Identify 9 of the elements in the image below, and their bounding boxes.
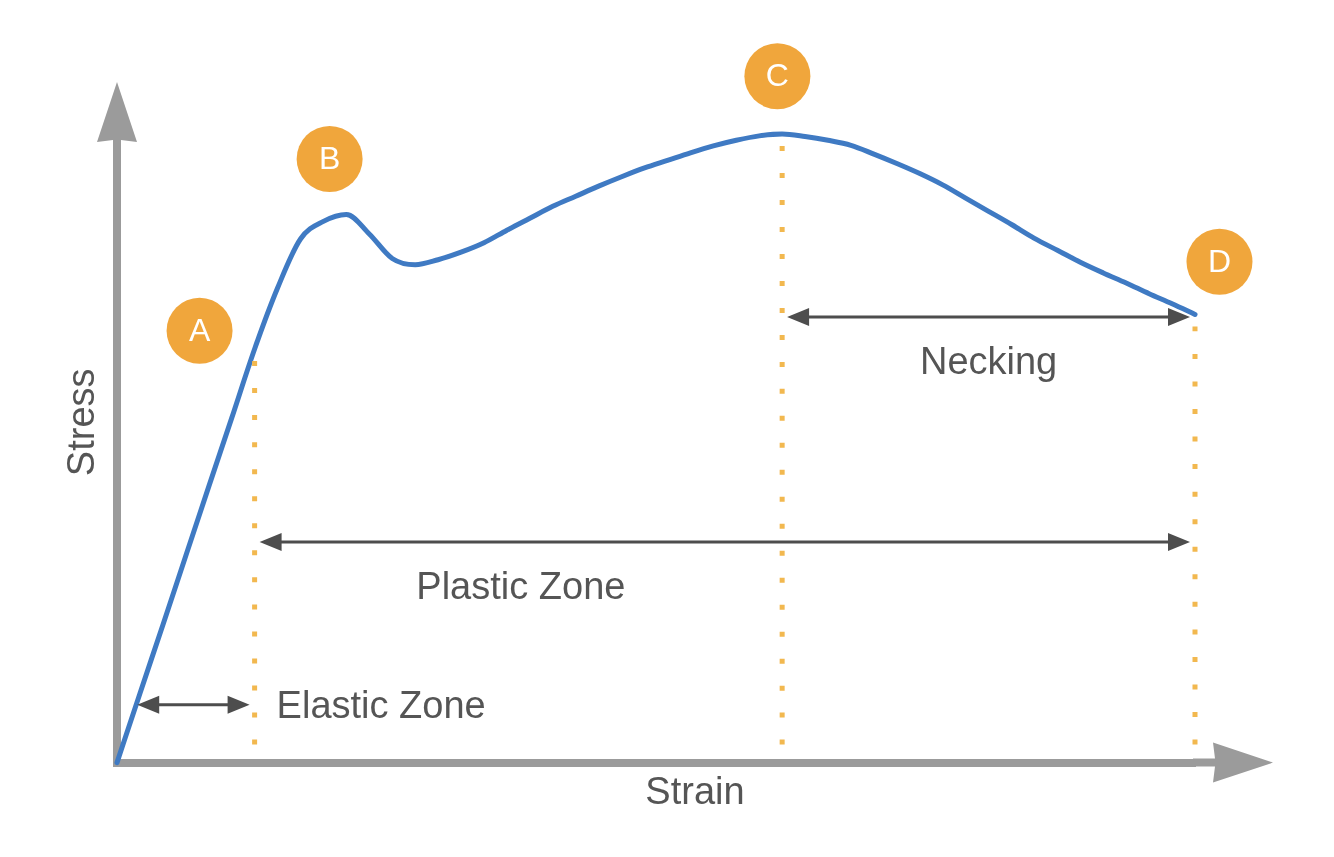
text: D	[1207, 242, 1232, 279]
text: C	[765, 57, 789, 94]
y-axis-title: Stress	[60, 368, 103, 477]
annotation: Necking	[919, 340, 1058, 383]
x-axis-title: Strain	[645, 770, 745, 813]
annotation: Elastic Zone	[276, 684, 486, 727]
annotation: B	[318, 139, 341, 176]
annotation: Plastic Zone	[416, 565, 626, 608]
annotation: A	[188, 311, 211, 348]
